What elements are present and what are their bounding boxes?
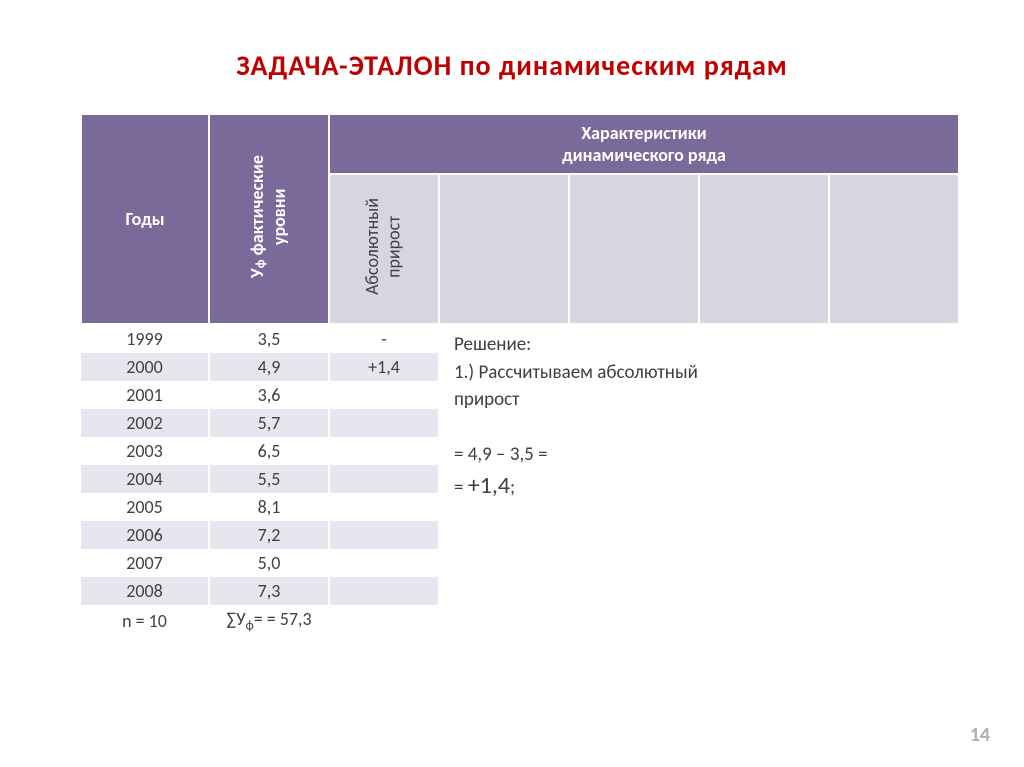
- cell-abs: +1,4: [329, 353, 439, 381]
- cell-abs: [329, 437, 439, 465]
- cell-year: 2004: [81, 465, 209, 493]
- cell-abs: [329, 521, 439, 549]
- header-col-empty-3: [699, 174, 829, 324]
- cell-year: 2000: [81, 353, 209, 381]
- cell-value: 3,5: [209, 324, 329, 353]
- header-col-empty-4: [829, 174, 959, 324]
- cell-year: 2007: [81, 549, 209, 577]
- cell-abs: [329, 381, 439, 409]
- solution-text: Решение: 1.) Рассчитываем абсолютный при…: [439, 324, 959, 648]
- cell-value: 5,7: [209, 409, 329, 437]
- cell-abs: [329, 409, 439, 437]
- dynamic-series-table: Годы Уф фактические уровни Характеристик…: [80, 113, 960, 648]
- cell-value: 4,9: [209, 353, 329, 381]
- cell-year: 2001: [81, 381, 209, 409]
- cell-year: 2003: [81, 437, 209, 465]
- header-years: Годы: [81, 114, 209, 324]
- cell-n: n = 10: [81, 605, 209, 648]
- cell-year: 2005: [81, 493, 209, 521]
- cell-value: 3,6: [209, 381, 329, 409]
- cell-value: 5,0: [209, 549, 329, 577]
- cell-abs-empty: [329, 605, 439, 648]
- cell-abs: [329, 577, 439, 605]
- cell-value: 7,2: [209, 521, 329, 549]
- cell-value: 8,1: [209, 493, 329, 521]
- header-col-empty-1: [439, 174, 569, 324]
- cell-abs: -: [329, 324, 439, 353]
- cell-sum: ∑Уф= = 57,3: [209, 605, 329, 648]
- header-absolute-growth: Абсолютный прирост: [329, 174, 439, 324]
- cell-value: 5,5: [209, 465, 329, 493]
- data-table-container: Годы Уф фактические уровни Характеристик…: [80, 113, 960, 648]
- cell-year: 1999: [81, 324, 209, 353]
- cell-year: 2008: [81, 577, 209, 605]
- header-characteristics: Характеристики динамического ряда: [329, 114, 959, 174]
- table-row: 1999 3,5 - Решение: 1.) Рассчитываем абс…: [81, 324, 959, 353]
- cell-year: 2002: [81, 409, 209, 437]
- header-col-empty-2: [569, 174, 699, 324]
- slide-title: ЗАДАЧА-ЭТАЛОН по динамическим рядам: [0, 0, 1024, 113]
- page-number: 14: [970, 723, 990, 747]
- cell-year: 2006: [81, 521, 209, 549]
- header-fact-levels: Уф фактические уровни: [209, 114, 329, 324]
- cell-abs: [329, 465, 439, 493]
- cell-abs: [329, 493, 439, 521]
- cell-value: 6,5: [209, 437, 329, 465]
- cell-abs: [329, 549, 439, 577]
- cell-value: 7,3: [209, 577, 329, 605]
